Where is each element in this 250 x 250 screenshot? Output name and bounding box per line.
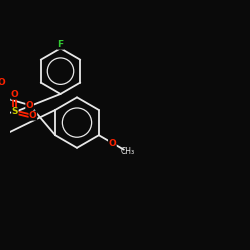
- Text: F: F: [58, 40, 64, 49]
- Text: S: S: [12, 108, 18, 116]
- Text: CH₃: CH₃: [120, 147, 135, 156]
- Text: O: O: [0, 78, 6, 88]
- Text: O: O: [26, 100, 34, 110]
- Text: O: O: [108, 138, 116, 147]
- Text: O: O: [29, 111, 37, 120]
- Text: O: O: [11, 90, 19, 99]
